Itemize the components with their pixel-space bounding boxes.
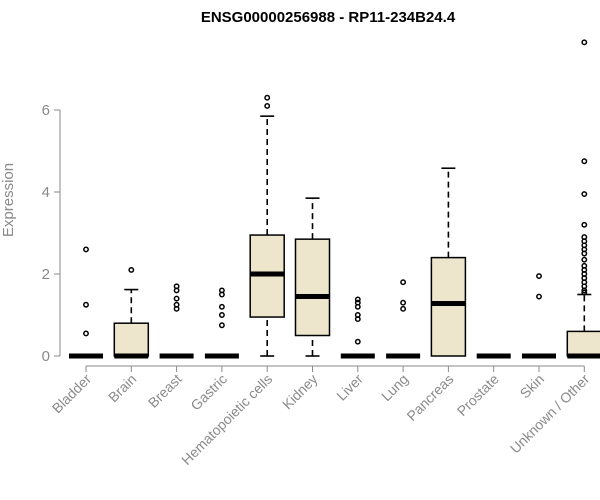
box-pancreas xyxy=(430,167,467,357)
outlier-point xyxy=(581,256,588,263)
outlier-point xyxy=(581,289,588,296)
boxes-group xyxy=(69,39,600,359)
box-lung xyxy=(386,279,421,359)
outlier-point xyxy=(173,295,180,302)
outlier-point xyxy=(354,338,361,345)
box-brain xyxy=(113,266,150,359)
category-label: Breast xyxy=(145,371,185,411)
box-unknown-other xyxy=(566,39,600,359)
outlier-point xyxy=(400,305,407,312)
outlier-point xyxy=(354,299,361,306)
iqr-box xyxy=(294,238,331,337)
box-gastric xyxy=(204,287,239,359)
category-label: Pancreas xyxy=(403,371,456,424)
y-tick-label: 6 xyxy=(42,102,50,119)
iqr-box xyxy=(113,322,150,357)
outlier-point xyxy=(354,312,361,318)
outlier-point xyxy=(264,94,271,101)
outlier-point xyxy=(581,191,588,198)
outlier-point xyxy=(536,293,542,300)
outlier-point xyxy=(354,296,361,303)
outlier-point xyxy=(264,102,271,109)
y-axis-label: Expression xyxy=(0,163,17,237)
iqr-box xyxy=(566,330,600,357)
outlier-point xyxy=(581,234,588,241)
outlier-point xyxy=(218,312,225,318)
y-tick-label: 4 xyxy=(42,184,50,201)
outlier-point xyxy=(581,221,588,228)
outlier-point xyxy=(218,322,225,329)
chart-title: ENSG00000256988 - RP11-234B24.4 xyxy=(201,9,456,26)
category-label: Unknown / Other xyxy=(507,371,593,457)
outlier-point xyxy=(83,246,89,253)
outlier-point xyxy=(173,283,180,290)
outlier-point xyxy=(83,301,89,308)
box-hematopoietic-cells xyxy=(249,94,285,357)
category-label: Kidney xyxy=(279,371,321,413)
category-label: Lung xyxy=(378,371,411,404)
outlier-point xyxy=(218,287,225,294)
box-kidney xyxy=(294,197,331,357)
outlier-point xyxy=(400,299,407,306)
outlier-point xyxy=(218,303,225,310)
outlier-point xyxy=(83,330,89,337)
y-axis: 0 2 4 6 xyxy=(42,102,61,365)
outlier-point xyxy=(400,279,407,286)
box-liver xyxy=(340,296,375,359)
outlier-point xyxy=(128,266,135,273)
box-bladder xyxy=(69,246,103,359)
outlier-point xyxy=(581,262,588,269)
box-breast xyxy=(159,283,194,359)
outlier-point xyxy=(173,301,180,308)
iqr-box xyxy=(430,256,467,357)
y-tick-label: 0 xyxy=(42,348,50,365)
outlier-point xyxy=(536,273,542,279)
category-label: Liver xyxy=(333,371,366,404)
category-label: Bladder xyxy=(49,371,95,417)
category-label: Prostate xyxy=(454,371,502,419)
box-skin xyxy=(522,273,556,359)
category-label: Gastric xyxy=(187,371,230,414)
outlier-point xyxy=(581,158,588,165)
y-tick-label: 2 xyxy=(42,266,50,283)
category-label: Brain xyxy=(105,371,139,405)
outlier-point xyxy=(581,39,588,46)
category-label: Skin xyxy=(517,371,548,402)
